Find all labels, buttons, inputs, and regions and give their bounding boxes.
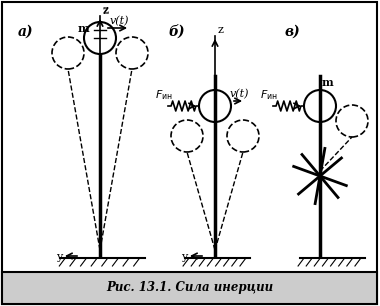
Text: y: y bbox=[56, 252, 62, 262]
Text: z: z bbox=[103, 5, 109, 15]
FancyBboxPatch shape bbox=[2, 272, 377, 304]
Text: v(t): v(t) bbox=[230, 89, 250, 99]
Text: y: y bbox=[181, 252, 187, 262]
Circle shape bbox=[116, 37, 148, 69]
Circle shape bbox=[84, 22, 116, 54]
Circle shape bbox=[171, 120, 203, 152]
Text: а): а) bbox=[18, 25, 33, 39]
FancyBboxPatch shape bbox=[2, 2, 377, 304]
Text: в): в) bbox=[285, 25, 301, 39]
Text: б): б) bbox=[168, 25, 185, 39]
Circle shape bbox=[336, 105, 368, 137]
Text: $F_{\rm ин}$: $F_{\rm ин}$ bbox=[155, 88, 173, 102]
Circle shape bbox=[227, 120, 259, 152]
Circle shape bbox=[304, 90, 336, 122]
Circle shape bbox=[52, 37, 84, 69]
Circle shape bbox=[199, 90, 231, 122]
Text: v(t): v(t) bbox=[110, 16, 130, 26]
Text: Рис. 13.1. Сила инерции: Рис. 13.1. Сила инерции bbox=[106, 282, 274, 294]
Text: $F_{\rm ин}$: $F_{\rm ин}$ bbox=[260, 88, 278, 102]
Text: m: m bbox=[78, 23, 90, 34]
Text: z: z bbox=[103, 6, 109, 16]
Text: m: m bbox=[322, 77, 334, 88]
Text: z: z bbox=[218, 25, 224, 35]
